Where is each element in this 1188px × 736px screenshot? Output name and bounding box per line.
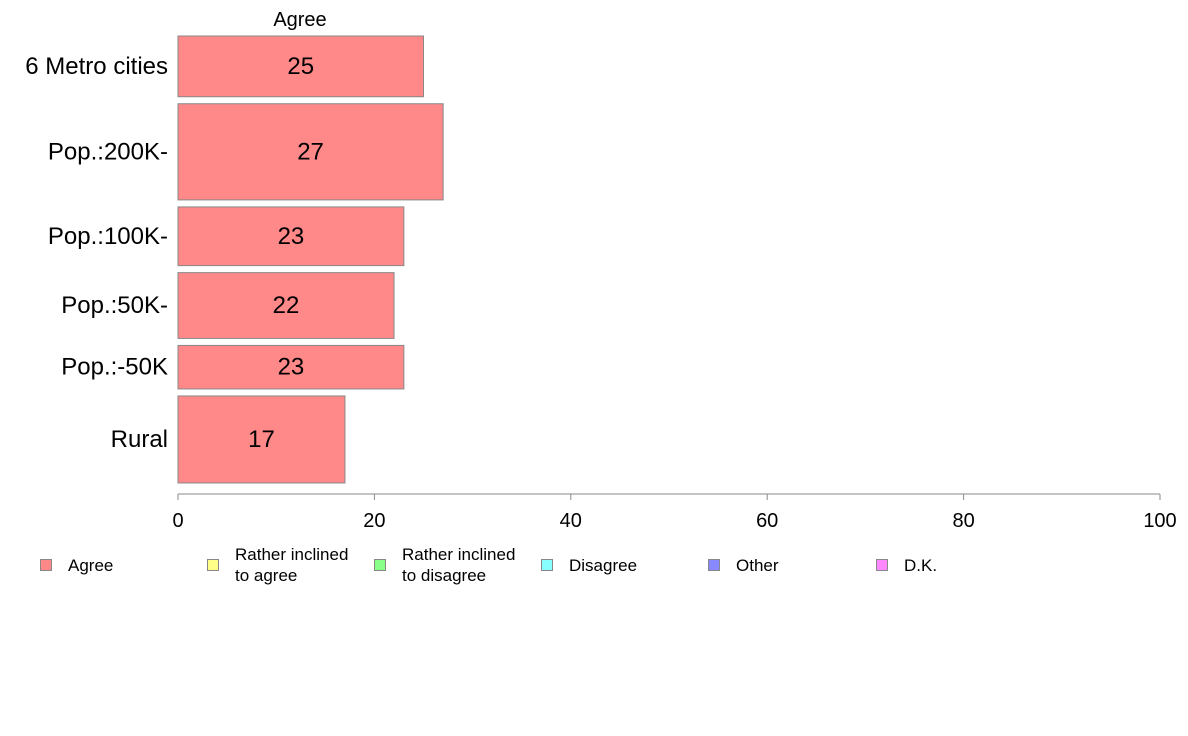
x-tick-label-1: 20 [363, 510, 385, 532]
legend-label-3: Disagree [569, 555, 638, 575]
bar-2 [177, 206, 405, 267]
bar-value-label-3: 22 [273, 292, 300, 319]
x-tick-label-3: 60 [756, 510, 778, 532]
bar-value-label-0: 25 [287, 53, 314, 80]
legend-label-2: Rather inclined to disagree [402, 545, 516, 585]
legend: Agree Rather inclined to agree Rather incl… [0, 544, 1188, 594]
legend-swatch-3 [541, 559, 553, 571]
legend-item-2: Rather inclined to disagree [374, 544, 515, 586]
bar-3 [177, 272, 395, 339]
legend-label-1: Rather inclined to agree [235, 545, 349, 585]
category-label-4: Pop.:-50K [61, 354, 168, 381]
category-label-1: Pop.:200K- [48, 138, 168, 165]
bar-value-label-5: 17 [248, 426, 275, 453]
bar-4 [177, 344, 405, 390]
category-label-0: 6 Metro cities [25, 53, 168, 80]
category-label-3: Pop.:50K- [61, 292, 168, 319]
column-header: Agree [273, 9, 326, 31]
bars-group: 6 Metro cities 25 Pop.:200K- 27 Pop.:100K- 23… [25, 35, 444, 484]
category-label-5: Rural [111, 426, 168, 453]
legend-label-5: D.K. [904, 555, 938, 575]
agree-bar-chart: Agree 6 Metro cities 25 Pop.:200K- 27 Pop.:1… [25, 9, 1177, 532]
bar-0 [177, 35, 424, 98]
legend-swatch-4 [708, 559, 720, 571]
x-tick-label-2: 40 [560, 510, 582, 532]
legend-item-3: Disagree [541, 544, 637, 586]
x-tick-label-4: 80 [952, 510, 974, 532]
legend-swatch-0 [40, 559, 52, 571]
legend-swatch-2 [374, 559, 386, 571]
x-axis: 0 20 40 60 80 100 [172, 493, 1177, 532]
x-tick-label-5: 100 [1143, 510, 1176, 532]
bar-1 [177, 103, 444, 201]
legend-item-0: Agree [40, 544, 113, 586]
category-label-2: Pop.:100K- [48, 223, 168, 250]
legend-item-4: Other [708, 544, 779, 586]
legend-item-1: Rather inclined to agree [207, 544, 348, 586]
bar-value-label-2: 23 [278, 223, 305, 250]
bar-value-label-1: 27 [297, 138, 324, 165]
x-tick-label-0: 0 [172, 510, 183, 532]
legend-label-4: Other [736, 555, 779, 575]
bar-5 [177, 395, 346, 484]
legend-item-5: D.K. [876, 544, 937, 586]
bar-value-label-4: 23 [278, 354, 305, 381]
legend-swatch-5 [876, 559, 888, 571]
legend-label-0: Agree [68, 555, 114, 575]
legend-swatch-1 [207, 559, 219, 571]
